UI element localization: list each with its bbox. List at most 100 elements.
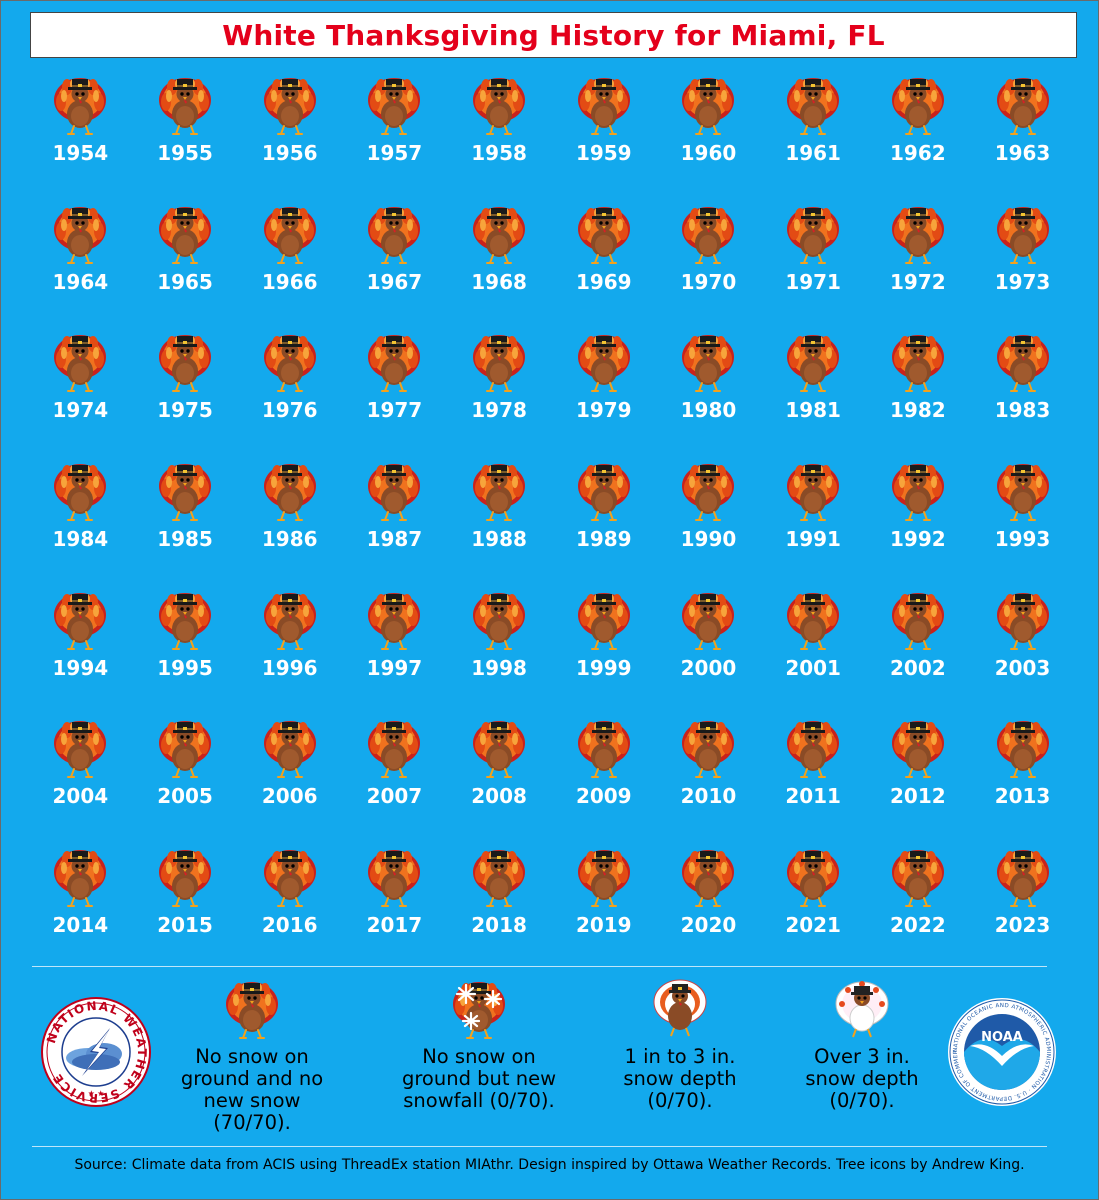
legend-text-line: ground but new <box>401 1067 557 1090</box>
legend-divider-top <box>32 966 1047 967</box>
year-label: 1992 <box>890 527 946 552</box>
turkey-icon <box>995 720 1050 779</box>
turkey-icon <box>367 463 422 522</box>
year-cell: 2022 <box>866 846 971 975</box>
year-cell: 1974 <box>28 331 133 460</box>
turkey-icon <box>158 77 213 135</box>
year-label: 1966 <box>261 269 318 294</box>
legend-text-line: No snow on <box>195 1045 309 1068</box>
turkey-heavy-snow-icon <box>835 981 889 1038</box>
turkey-icon <box>53 334 108 393</box>
turkey-icon <box>681 205 736 264</box>
turkey-icon <box>367 720 422 779</box>
year-cell: 1984 <box>28 460 133 589</box>
turkey-icon <box>225 981 279 1039</box>
source-note: Source: Climate data from ACIS using Thr… <box>74 1157 1025 1173</box>
year-cell: 2007 <box>342 717 447 846</box>
year-cell: 1957 <box>342 74 447 203</box>
turkey-icon <box>472 463 527 522</box>
legend-text-line: snow depth <box>623 1067 737 1090</box>
year-cell: 1978 <box>447 331 552 460</box>
legend-text-line: No snow on <box>422 1045 536 1068</box>
year-cell: 2018 <box>447 846 552 975</box>
year-cell: 1987 <box>342 460 447 589</box>
turkey-icon <box>890 77 945 135</box>
year-label: 2023 <box>994 913 1051 938</box>
turkey-icon <box>53 205 108 264</box>
turkey-icon <box>472 720 527 779</box>
turkey-icon <box>472 77 527 135</box>
year-cell: 2021 <box>761 846 866 975</box>
turkey-icon <box>890 591 945 650</box>
year-label: 2000 <box>680 655 737 680</box>
year-cell: 1986 <box>237 460 342 589</box>
legend-text-line: (0/70). <box>647 1089 713 1112</box>
year-cell: 1958 <box>447 74 552 203</box>
turkey-icon <box>367 205 422 264</box>
turkey-icon <box>367 849 422 908</box>
noaa-logo: NATIONAL OCEANIC AND ATMOSPHERIC ADMINIS… <box>946 996 1056 1106</box>
year-cell: 1968 <box>447 203 552 332</box>
year-label: 1980 <box>680 398 737 423</box>
turkey-icon <box>472 205 527 264</box>
year-cell: 1962 <box>866 74 971 203</box>
turkey-icon <box>890 720 945 779</box>
year-label: 1991 <box>785 527 841 552</box>
year-label: 1979 <box>575 398 632 423</box>
turkey-icon <box>367 77 422 135</box>
year-label: 2017 <box>366 913 423 938</box>
legend-text-line: snowfall (0/70). <box>403 1089 555 1112</box>
year-cell: 1971 <box>761 203 866 332</box>
year-cell: 1996 <box>237 589 342 718</box>
year-cell: 2011 <box>761 717 866 846</box>
year-cell: 1994 <box>28 589 133 718</box>
year-label: 1963 <box>994 141 1051 165</box>
turkey-icon <box>681 591 736 650</box>
year-cell: 1983 <box>970 331 1075 460</box>
year-label: 2015 <box>157 913 213 938</box>
turkey-light-snow-icon <box>653 979 707 1037</box>
year-label: 2022 <box>890 913 946 938</box>
year-cell: 2012 <box>866 717 971 846</box>
year-cell: 1982 <box>866 331 971 460</box>
year-cell: 1961 <box>761 74 866 203</box>
year-label: 1973 <box>994 269 1051 294</box>
legend-heavy-snow: Over 3 in. snow depth (0/70). <box>772 978 952 1112</box>
turkey-icon <box>53 77 108 135</box>
year-label: 1988 <box>471 527 527 552</box>
turkey-icon <box>681 720 736 779</box>
turkey-icon <box>576 463 631 522</box>
turkey-icon <box>576 205 631 264</box>
legend-divider-bottom <box>32 1146 1047 1147</box>
year-label: 1981 <box>785 398 841 423</box>
turkey-icon <box>995 77 1050 135</box>
turkey-icon <box>786 720 841 779</box>
year-cell: 1963 <box>970 74 1075 203</box>
year-label: 2009 <box>575 784 632 809</box>
year-label: 2021 <box>785 913 841 938</box>
legend-text-line: Over 3 in. <box>814 1045 910 1068</box>
year-cell: 2004 <box>28 717 133 846</box>
turkey-icon <box>53 849 108 908</box>
legend-text-line: ground and no <box>180 1067 324 1090</box>
noaa-text: NOAA <box>981 1030 1023 1045</box>
turkey-icon <box>786 334 841 393</box>
turkey-icon <box>158 720 213 779</box>
turkey-icon <box>158 205 213 264</box>
year-cell: 2010 <box>656 717 761 846</box>
turkey-icon <box>995 205 1050 264</box>
year-label: 1987 <box>366 527 423 552</box>
turkey-icon <box>890 463 945 522</box>
year-label: 2005 <box>157 784 213 809</box>
year-cell: 1997 <box>342 589 447 718</box>
year-label: 1999 <box>575 655 632 680</box>
year-label: 1990 <box>680 527 737 552</box>
year-label: 2012 <box>890 784 946 809</box>
turkey-icon <box>53 463 108 522</box>
year-cell: 2019 <box>551 846 656 975</box>
year-label: 2007 <box>366 784 423 809</box>
turkey-icon <box>576 334 631 393</box>
turkey-icon <box>995 849 1050 908</box>
year-label: 1972 <box>890 269 946 294</box>
year-label: 1975 <box>157 398 213 423</box>
